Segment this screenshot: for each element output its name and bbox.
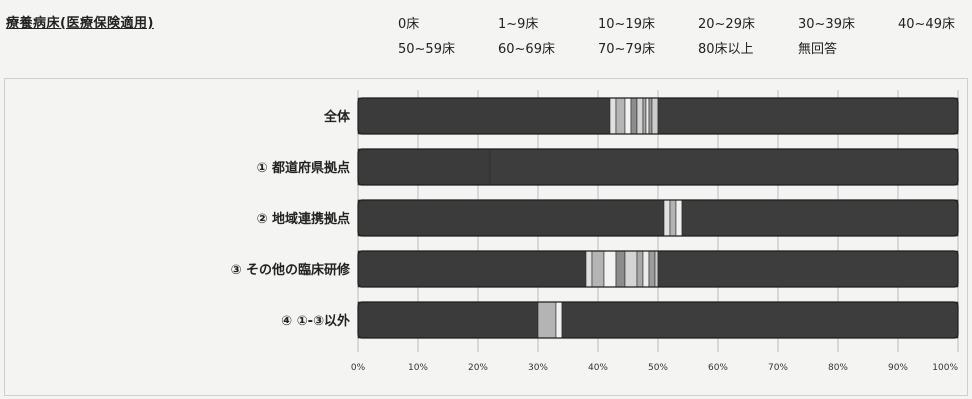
bar-outline (357, 148, 959, 186)
bar-segment (636, 250, 644, 288)
bar-segment (681, 199, 959, 237)
bar-segment (609, 97, 617, 135)
legend-item: 80床以上 (698, 42, 754, 57)
legend-item: 60~69床 (498, 42, 555, 57)
legend-item: 無回答 (798, 42, 838, 57)
bar-segment (357, 250, 587, 288)
bar-segment (537, 301, 557, 339)
bar-segment (645, 97, 650, 135)
bar-segment (657, 250, 959, 288)
bar-row (357, 301, 959, 339)
legend-item: 10~19床 (598, 17, 655, 32)
legend-item: 0床 (398, 17, 420, 32)
x-tick-label: 90% (888, 363, 908, 373)
bar-segment (648, 250, 656, 288)
bar-segment (561, 301, 959, 339)
bar-segment (489, 148, 959, 186)
bar-outline (357, 250, 959, 288)
legend-item: 30~39床 (798, 17, 855, 32)
x-tick-label: 80% (828, 363, 848, 373)
category-label: ② 地域連携拠点 (256, 211, 350, 227)
bar-segment (357, 148, 491, 186)
legend-item: 20~29床 (698, 17, 755, 32)
bar-segment (555, 301, 563, 339)
legend-item: 40~49床 (898, 17, 955, 32)
bar-segment (663, 199, 671, 237)
category-label: ③ その他の臨床研修 (230, 262, 351, 278)
bar-segment (657, 97, 959, 135)
bar-segment (651, 97, 659, 135)
legend-item: 50~59床 (398, 42, 455, 57)
bar-rows (357, 97, 959, 339)
x-tick-label: 20% (468, 363, 488, 373)
bar-segment (624, 97, 632, 135)
bar-segment (615, 97, 626, 135)
bar-row (357, 97, 959, 135)
x-tick-label: 50% (648, 363, 668, 373)
bar-segment (630, 97, 638, 135)
bar-segment (591, 250, 605, 288)
category-label: 全体 (323, 109, 351, 125)
bar-segment (669, 199, 677, 237)
bar-segment (603, 250, 617, 288)
bar-segment (357, 199, 665, 237)
bar-row (357, 199, 959, 237)
bar-outline (357, 301, 959, 339)
x-tick-label: 40% (588, 363, 608, 373)
x-tick-label: 60% (708, 363, 728, 373)
x-tick-label: 10% (408, 363, 428, 373)
x-tick-label: 30% (528, 363, 548, 373)
category-label: ④ ①-③以外 (281, 313, 350, 329)
bar-outline (357, 199, 959, 237)
bar-segment (642, 250, 650, 288)
chart-title: 療養病床(医療保険適用) (6, 16, 154, 31)
bar-row (357, 148, 959, 186)
bar-segment (675, 199, 683, 237)
category-label: ① 都道府県拠点 (256, 160, 350, 176)
category-labels: 全体 ① 都道府県拠点 ② 地域連携拠点 ③ その他の臨床研修 ④ ①-③以外 (230, 109, 351, 329)
bar-segment (624, 250, 638, 288)
bar-row (357, 250, 959, 288)
bar-outline (357, 97, 959, 135)
bar-segment (654, 250, 659, 288)
bar-segment (648, 97, 653, 135)
bar-segment (636, 97, 644, 135)
bar-segment (357, 97, 611, 135)
x-tick-label: 0% (351, 363, 366, 373)
bar-segment (585, 250, 593, 288)
legend-item: 70~79床 (598, 42, 655, 57)
bar-segment (357, 301, 539, 339)
x-tick-label: 100% (932, 363, 958, 373)
bar-segment (642, 97, 647, 135)
x-tick-label: 70% (768, 363, 788, 373)
x-tick-labels: 0% 10% 20% 30% 40% 50% 60% 70% 80% 90% 100% (351, 363, 959, 373)
bar-segment (615, 250, 626, 288)
legend-item: 1~9床 (498, 17, 539, 32)
